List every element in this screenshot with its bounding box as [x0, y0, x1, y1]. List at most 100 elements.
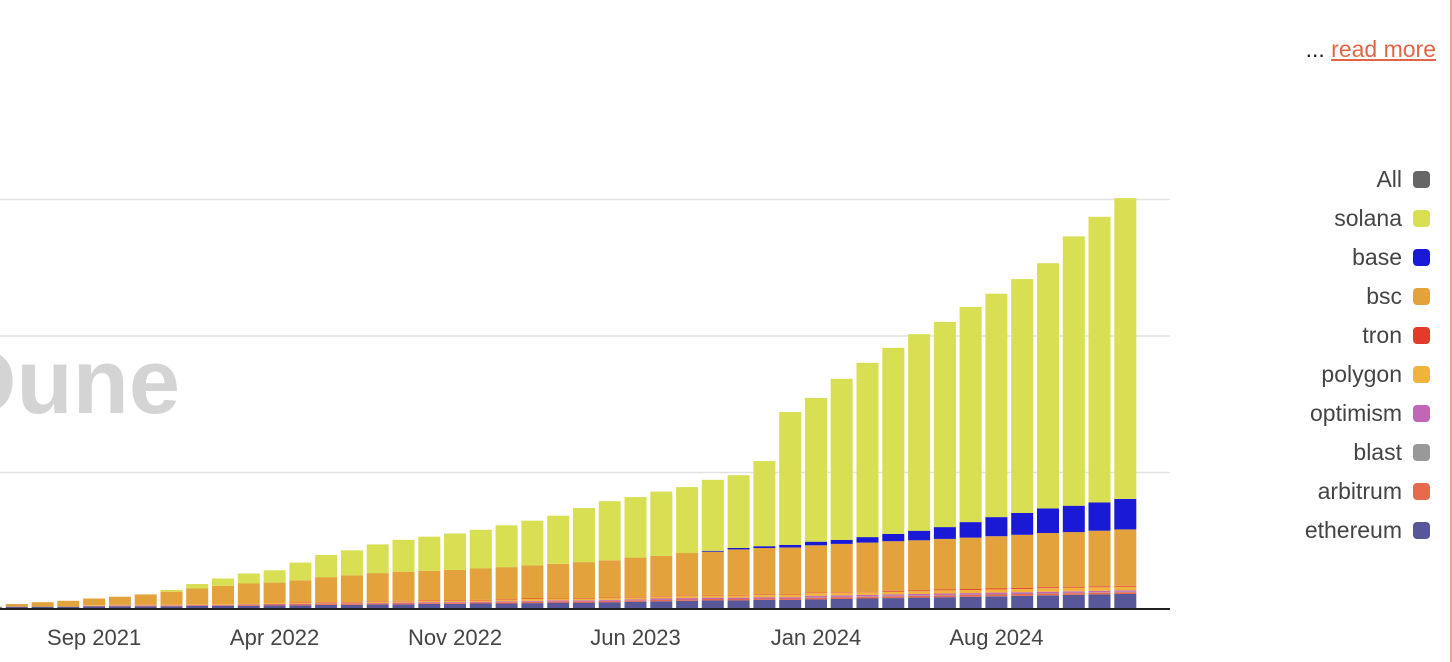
bar-tron-13[interactable]	[315, 602, 338, 603]
bar-ethereum-27[interactable]	[676, 600, 699, 609]
bar-optimism-19[interactable]	[469, 601, 492, 603]
bar-base-34[interactable]	[856, 537, 879, 543]
bar-optimism-18[interactable]	[444, 602, 466, 604]
bar-ethereum-20[interactable]	[495, 603, 518, 610]
bar-bsc-33[interactable]	[830, 543, 853, 593]
bar-optimism-13[interactable]	[315, 603, 338, 605]
bar-base-32[interactable]	[805, 541, 827, 546]
bar-arbitrum-22[interactable]	[547, 601, 570, 603]
bar-polygon-35[interactable]	[882, 591, 905, 595]
bar-arbitrum-26[interactable]	[650, 599, 673, 602]
bar-bsc-10[interactable]	[237, 583, 260, 604]
bar-polygon-38[interactable]	[959, 589, 982, 594]
bar-tron-38[interactable]	[959, 589, 982, 590]
bar-tron-37[interactable]	[933, 589, 956, 591]
bar-polygon-39[interactable]	[985, 589, 1008, 593]
bar-bsc-3[interactable]	[57, 600, 80, 607]
bar-base-44[interactable]	[1114, 498, 1137, 530]
bar-polygon-25[interactable]	[624, 597, 647, 600]
bar-base-36[interactable]	[908, 530, 931, 541]
bar-bsc-2[interactable]	[31, 602, 54, 607]
bar-ethereum-32[interactable]	[805, 599, 827, 609]
bar-arbitrum-25[interactable]	[624, 600, 647, 602]
bar-base-39[interactable]	[985, 517, 1008, 537]
bar-polygon-22[interactable]	[547, 598, 570, 601]
bar-optimism-32[interactable]	[805, 595, 827, 598]
bar-optimism-15[interactable]	[366, 603, 389, 604]
bar-polygon-44[interactable]	[1114, 586, 1137, 591]
bar-optimism-7[interactable]	[160, 605, 183, 606]
bar-solana-9[interactable]	[212, 578, 234, 586]
bar-ethereum-11[interactable]	[263, 605, 286, 609]
bar-arbitrum-29[interactable]	[727, 599, 750, 601]
bar-polygon-32[interactable]	[805, 593, 827, 596]
bar-ethereum-9[interactable]	[212, 605, 234, 609]
bar-solana-32[interactable]	[805, 397, 827, 542]
bar-solana-7[interactable]	[160, 589, 183, 592]
bar-ethereum-17[interactable]	[418, 604, 441, 609]
bar-tron-23[interactable]	[572, 598, 595, 599]
bar-blast-36[interactable]	[908, 595, 931, 596]
bar-tron-31[interactable]	[779, 594, 802, 595]
bar-ethereum-42[interactable]	[1062, 594, 1085, 609]
bar-bsc-38[interactable]	[959, 537, 982, 589]
bar-solana-41[interactable]	[1037, 263, 1059, 509]
bar-optimism-37[interactable]	[933, 593, 956, 595]
bar-ethereum-6[interactable]	[134, 606, 157, 609]
bar-arbitrum-20[interactable]	[495, 602, 518, 604]
legend-item-blast[interactable]: blast	[1130, 433, 1430, 472]
bar-blast-38[interactable]	[959, 594, 982, 595]
bar-tron-15[interactable]	[366, 601, 389, 602]
bar-tron-35[interactable]	[882, 590, 905, 592]
bar-solana-38[interactable]	[959, 306, 982, 523]
bar-optimism-35[interactable]	[882, 594, 905, 596]
bar-optimism-44[interactable]	[1114, 590, 1137, 592]
bar-solana-30[interactable]	[753, 461, 776, 547]
bar-bsc-24[interactable]	[598, 560, 621, 598]
bar-tron-34[interactable]	[856, 591, 879, 593]
bar-ethereum-5[interactable]	[108, 606, 131, 609]
bar-solana-36[interactable]	[908, 334, 931, 531]
bar-blast-42[interactable]	[1062, 592, 1085, 594]
bar-arbitrum-5[interactable]	[108, 605, 131, 607]
bar-bsc-1[interactable]	[5, 604, 28, 607]
bar-ethereum-30[interactable]	[753, 599, 776, 609]
bar-arbitrum-40[interactable]	[1011, 594, 1034, 596]
bar-tron-20[interactable]	[495, 599, 518, 600]
bar-arbitrum-6[interactable]	[134, 605, 157, 607]
bar-polygon-8[interactable]	[186, 604, 209, 606]
legend-item-bsc[interactable]: bsc	[1130, 277, 1430, 316]
bar-bsc-43[interactable]	[1088, 530, 1111, 587]
bar-solana-26[interactable]	[650, 491, 673, 556]
bar-polygon-28[interactable]	[701, 595, 724, 598]
bar-optimism-23[interactable]	[572, 600, 595, 602]
bar-optimism-16[interactable]	[392, 602, 415, 604]
bar-tron-24[interactable]	[598, 597, 621, 599]
bar-tron-19[interactable]	[469, 599, 492, 601]
bar-solana-20[interactable]	[495, 525, 518, 568]
bar-ethereum-22[interactable]	[547, 602, 570, 609]
bar-arbitrum-12[interactable]	[289, 604, 312, 606]
bar-ethereum-33[interactable]	[830, 599, 853, 609]
bar-ethereum-21[interactable]	[521, 603, 544, 609]
bar-polygon-4[interactable]	[83, 605, 106, 606]
bar-arbitrum-28[interactable]	[701, 599, 724, 601]
bar-bsc-6[interactable]	[134, 594, 157, 605]
bar-blast-44[interactable]	[1114, 591, 1137, 593]
bar-polygon-29[interactable]	[727, 595, 750, 598]
bar-ethereum-2[interactable]	[31, 606, 54, 609]
read-more-link[interactable]: read more	[1331, 36, 1436, 62]
bar-solana-12[interactable]	[289, 562, 312, 581]
bar-optimism-30[interactable]	[753, 597, 776, 599]
bar-solana-22[interactable]	[547, 515, 570, 564]
bar-arbitrum-7[interactable]	[160, 605, 183, 607]
bar-base-41[interactable]	[1037, 508, 1059, 533]
bar-solana-15[interactable]	[366, 544, 389, 574]
bar-tron-26[interactable]	[650, 596, 673, 597]
bar-ethereum-36[interactable]	[908, 597, 931, 609]
bar-ethereum-19[interactable]	[469, 603, 492, 610]
bar-ethereum-38[interactable]	[959, 596, 982, 609]
bar-blast-34[interactable]	[856, 596, 879, 597]
bar-ethereum-7[interactable]	[160, 606, 183, 609]
bar-bsc-41[interactable]	[1037, 533, 1059, 588]
